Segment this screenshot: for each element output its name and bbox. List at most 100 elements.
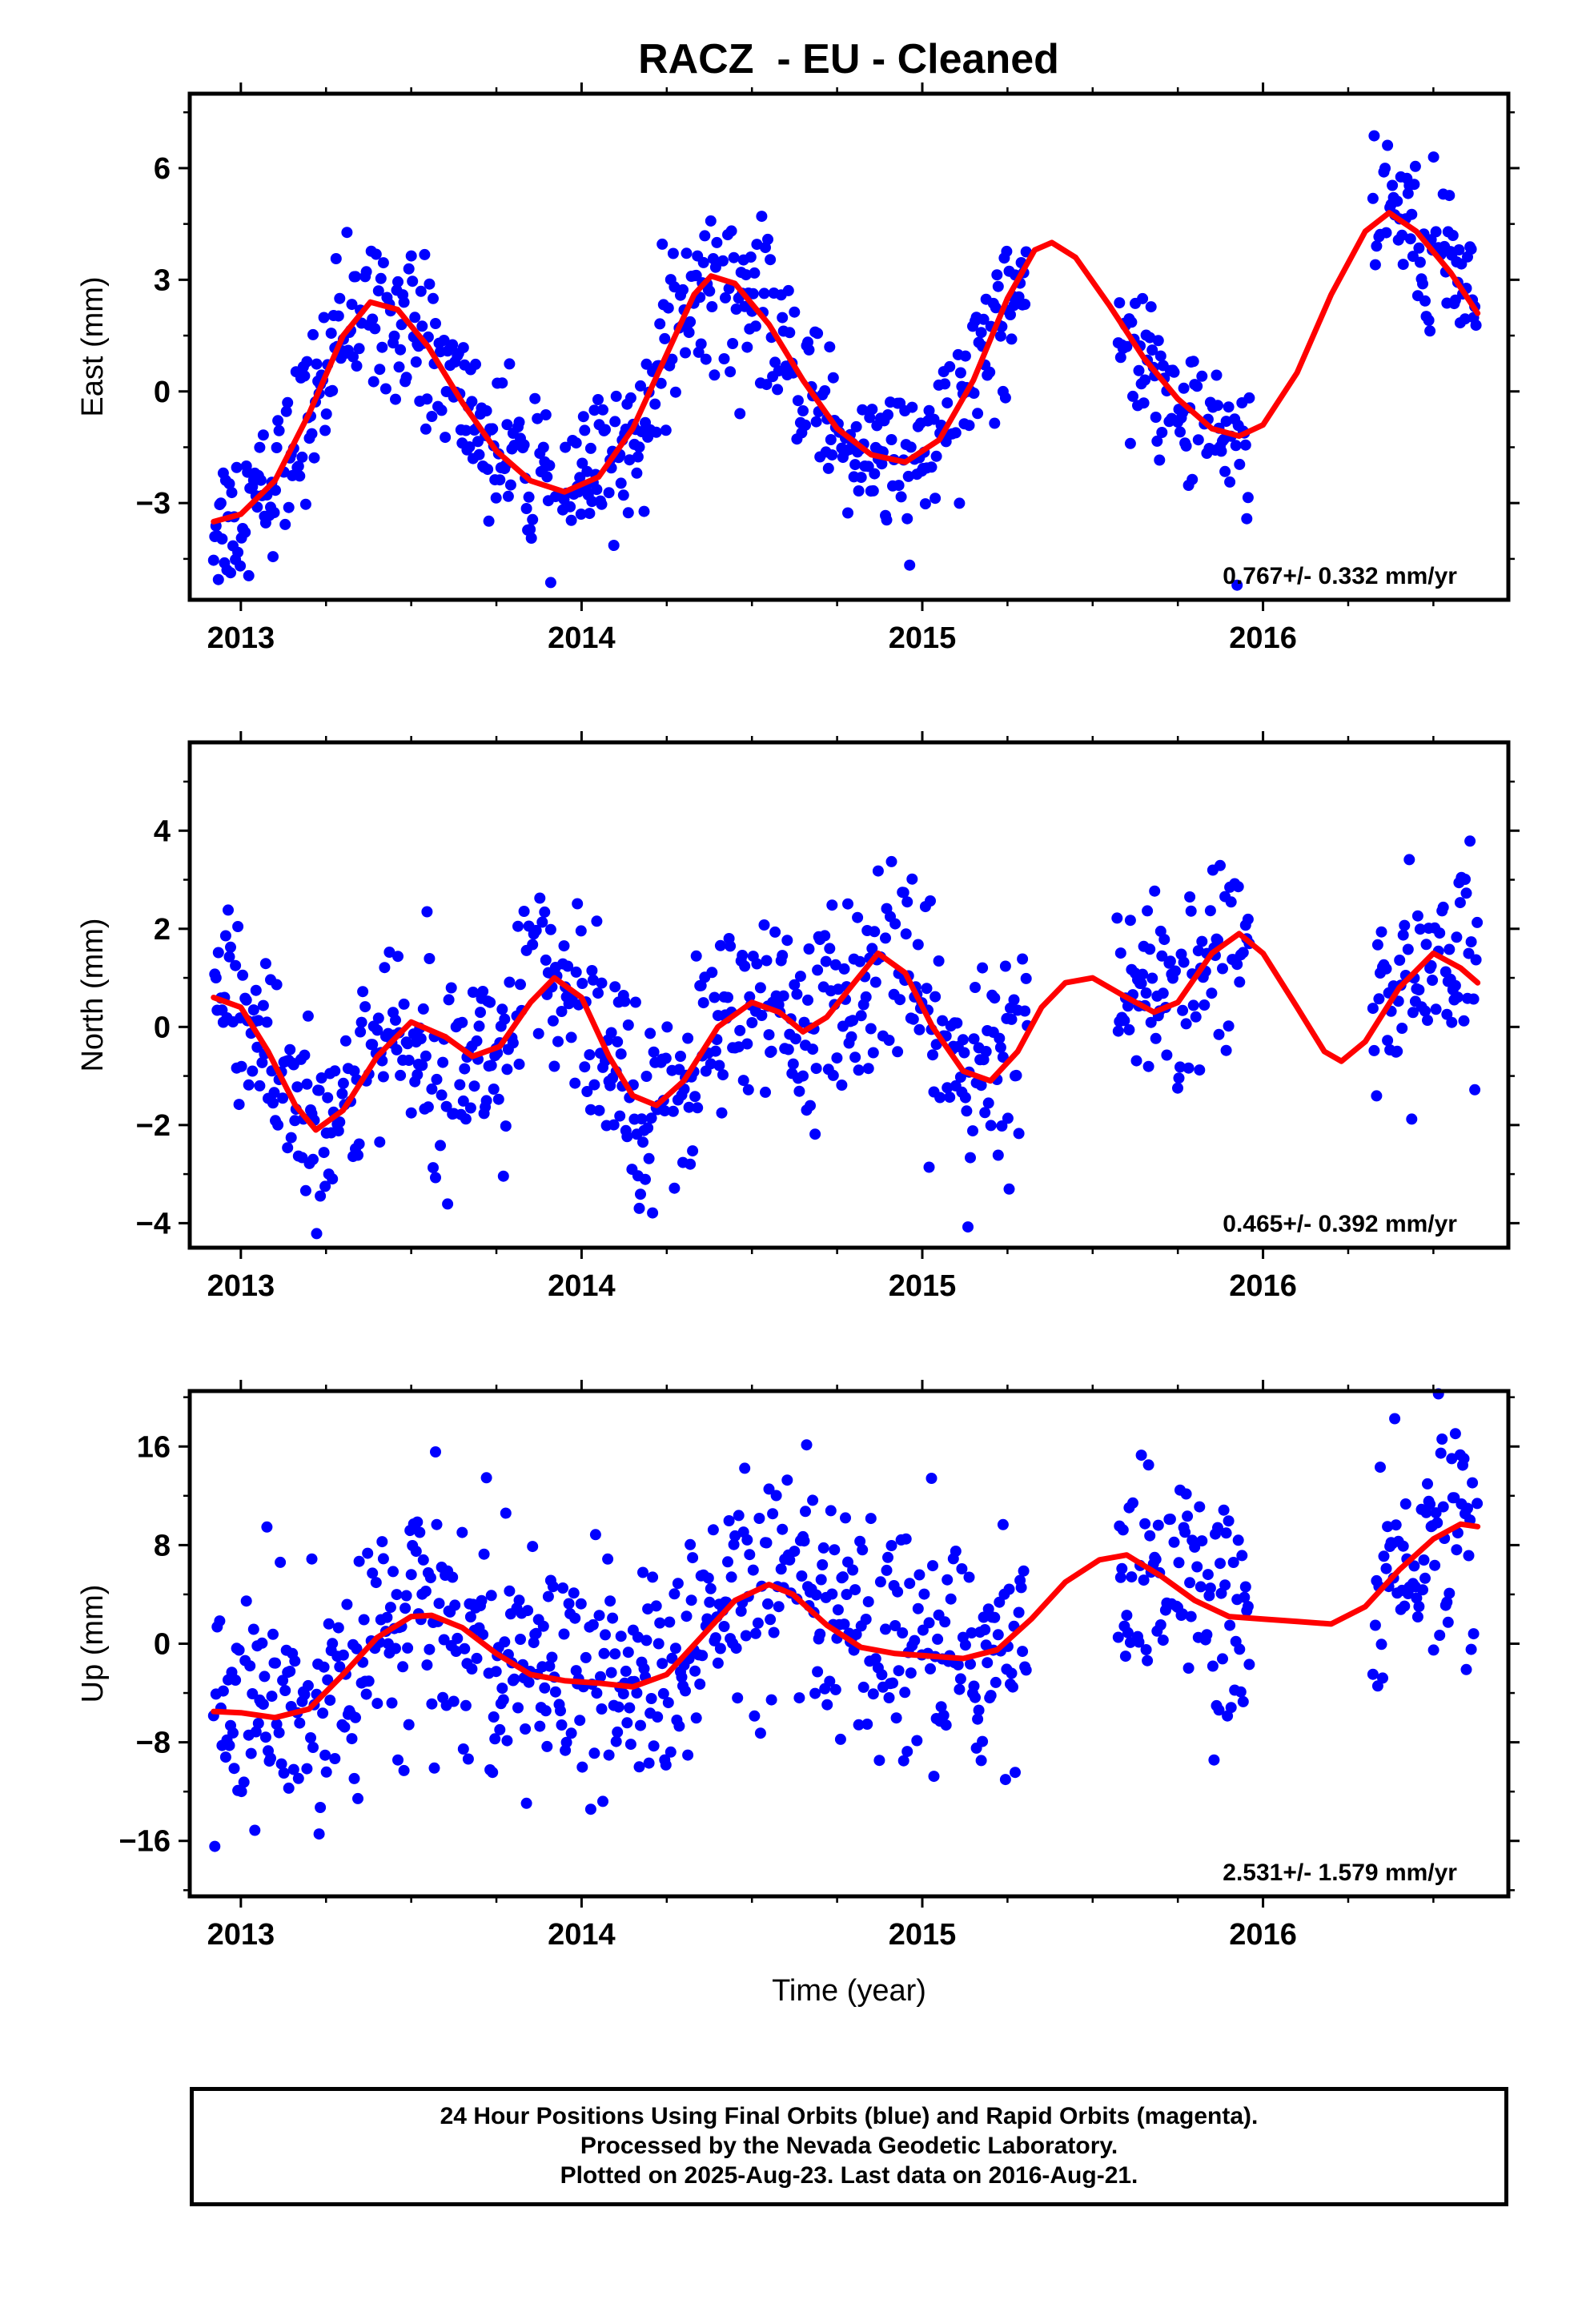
observation-point: [854, 955, 866, 967]
observation-point: [424, 1643, 436, 1655]
observation-point: [876, 458, 888, 470]
observation-point: [749, 1627, 761, 1639]
observation-point: [371, 1024, 383, 1036]
observation-point: [499, 1013, 511, 1025]
observation-point: [536, 916, 548, 928]
observation-point: [1239, 439, 1251, 451]
observation-point: [810, 1063, 822, 1075]
observation-point: [1158, 934, 1170, 946]
observation-point: [737, 950, 749, 961]
observation-point: [339, 1035, 351, 1047]
observation-point: [1424, 325, 1436, 337]
observation-point: [320, 1766, 332, 1778]
observation-point: [1375, 926, 1387, 938]
observation-point: [235, 1060, 247, 1072]
observation-point: [504, 1585, 516, 1597]
observation-point: [1144, 332, 1156, 344]
observation-point: [1232, 1534, 1244, 1546]
observation-point: [272, 1119, 284, 1131]
observation-point: [532, 1027, 544, 1039]
observation-point: [1465, 936, 1477, 948]
observation-point: [775, 1563, 787, 1575]
y-tick-label: −8: [136, 1727, 171, 1760]
observation-point: [874, 1576, 886, 1588]
observation-point: [758, 287, 770, 300]
observation-point: [466, 1663, 478, 1675]
observation-point: [861, 1719, 873, 1730]
observation-point: [999, 392, 1011, 404]
observation-point: [237, 969, 249, 981]
observation-point: [278, 1767, 290, 1779]
observation-point: [1382, 1035, 1394, 1047]
observation-point: [540, 409, 552, 420]
observation-point: [869, 926, 881, 938]
observation-point: [306, 1553, 318, 1565]
observation-point: [972, 408, 984, 420]
y-tick-label: 16: [137, 1430, 171, 1464]
observation-point: [824, 1675, 836, 1687]
observation-point: [1215, 859, 1226, 871]
observation-point: [289, 1655, 301, 1667]
observation-point: [440, 432, 452, 444]
observation-point: [1411, 1592, 1423, 1604]
observation-point: [1467, 1477, 1479, 1489]
observation-point: [592, 394, 604, 405]
observation-point: [962, 1221, 974, 1233]
observation-point: [292, 1772, 304, 1784]
observation-point: [706, 301, 718, 312]
observation-point: [445, 982, 457, 994]
observation-point: [706, 967, 718, 979]
observation-point: [261, 1521, 273, 1533]
observation-point: [556, 1719, 568, 1731]
observation-point: [704, 1596, 716, 1608]
observation-point: [515, 979, 526, 991]
observation-point: [912, 939, 924, 951]
observation-point: [1225, 896, 1237, 908]
observation-point: [570, 966, 582, 978]
observation-point: [534, 1720, 546, 1732]
observation-point: [249, 1824, 261, 1836]
observation-point: [238, 1776, 250, 1788]
observation-point: [412, 1516, 424, 1528]
observation-point: [694, 1679, 706, 1690]
observation-point: [1154, 1619, 1166, 1630]
observation-point: [466, 396, 478, 408]
observation-point: [761, 1537, 773, 1549]
observation-point: [705, 1058, 717, 1070]
observation-point: [403, 1719, 415, 1731]
observation-point: [855, 1010, 867, 1022]
observation-point: [497, 1170, 509, 1182]
observation-point: [410, 1546, 422, 1558]
observation-point: [595, 1671, 606, 1683]
observation-point: [717, 1069, 729, 1081]
observation-point: [436, 1089, 448, 1101]
observation-point: [1458, 1453, 1470, 1465]
observation-point: [504, 358, 516, 370]
processing-info-box: 24 Hour Positions Using Final Orbits (bl…: [190, 2087, 1508, 2206]
observation-point: [603, 1749, 615, 1761]
observation-point: [460, 1113, 472, 1125]
observation-point: [817, 1542, 829, 1554]
observation-point: [895, 491, 907, 503]
observation-point: [540, 1705, 552, 1717]
observation-point: [956, 1563, 968, 1574]
observation-point: [761, 955, 773, 967]
observation-point: [1142, 1459, 1154, 1471]
observation-point: [417, 1554, 429, 1566]
observation-point: [681, 247, 693, 259]
x-tick-label: 2013: [207, 1269, 275, 1303]
observation-point: [1460, 874, 1471, 885]
observation-point: [957, 1034, 969, 1046]
observation-point: [497, 1694, 509, 1706]
observation-point: [1458, 1015, 1470, 1027]
observation-point: [747, 1564, 759, 1576]
observation-point: [357, 986, 369, 998]
observation-point: [1116, 1562, 1128, 1574]
observation-point: [642, 1122, 654, 1134]
observation-point: [990, 302, 1002, 314]
observation-point: [681, 1610, 693, 1622]
observation-point: [685, 1594, 697, 1606]
observation-point: [853, 1064, 865, 1076]
observation-point: [913, 1023, 926, 1035]
observation-point: [1419, 1005, 1431, 1017]
